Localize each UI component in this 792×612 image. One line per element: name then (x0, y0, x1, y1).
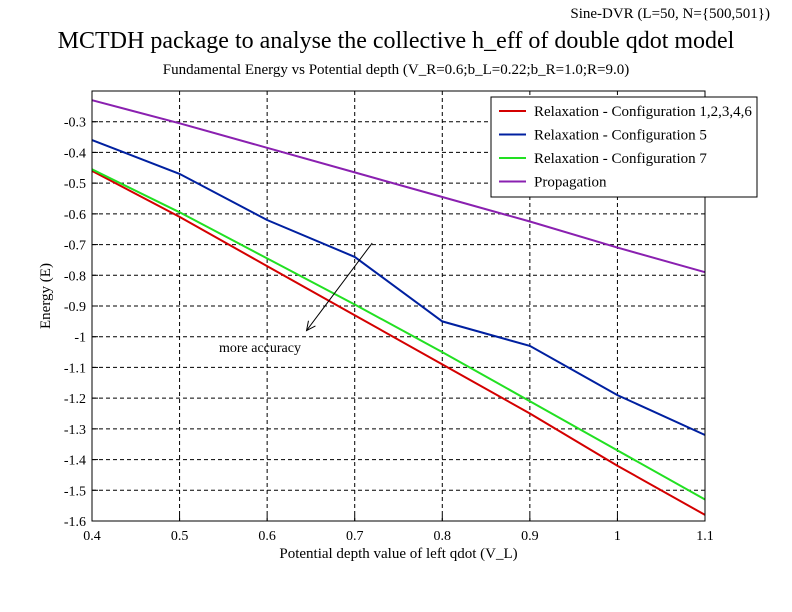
series-lines (91, 99, 706, 516)
chart-title: MCTDH package to analyse the collective … (57, 28, 735, 54)
x-tick-label: 0.8 (434, 529, 452, 544)
legend-label-relaxation-configuration-5: Relaxation - Configuration 5 (534, 128, 707, 144)
axes (91, 90, 706, 522)
y-tick-label: -0.4 (64, 146, 86, 161)
annotation-arrow-head (305, 320, 316, 332)
y-tick-label: -1.4 (64, 454, 86, 469)
y-tick-label: -0.8 (64, 269, 86, 284)
y-tick-label: -1.5 (64, 484, 86, 499)
x-tick-label: 1 (614, 529, 621, 544)
x-tick-label: 0.7 (346, 529, 364, 544)
series-line-relaxation-configuration-1-2-3-4-6 (91, 170, 706, 516)
y-tick-label: -0.7 (64, 239, 86, 254)
y-tick-label: -1.3 (64, 423, 86, 438)
legend-label-propagation: Propagation (534, 175, 607, 191)
x-tick-label: 0.9 (521, 529, 539, 544)
y-tick-label: -1.6 (64, 515, 86, 530)
x-tick-label: 1.1 (696, 529, 714, 544)
series-line-propagation (91, 99, 706, 274)
x-tick-label: 0.5 (171, 529, 189, 544)
y-tick-label: -1.2 (64, 392, 86, 407)
x-axis-title: Potential depth value of left qdot (V_L) (279, 546, 517, 562)
chart-subtitle: Fundamental Energy vs Potential depth (V… (162, 62, 630, 78)
annotation-arrow (306, 242, 373, 331)
legend: Relaxation - Configuration 1,2,3,4,6 Rela… (490, 96, 758, 198)
y-tick-label: -0.6 (64, 208, 86, 223)
series-line-relaxation-configuration-7 (91, 168, 706, 501)
legend-label-relaxation-configuration-7: Relaxation - Configuration 7 (534, 151, 707, 167)
y-tick-label: -0.3 (64, 116, 86, 131)
x-tick-label: 0.4 (83, 529, 101, 544)
legend-box (490, 96, 758, 198)
annotations: more accuracy (219, 242, 373, 356)
x-tick-label: 0.6 (258, 529, 276, 544)
y-axis-title: Energy (E) (38, 263, 54, 329)
x-tick-labels: 0.4 0.5 0.6 0.7 0.8 0.9 1 1.1 (83, 529, 714, 544)
series-line-relaxation-configuration-5 (91, 139, 706, 436)
annotation-more-accuracy: more accuracy (219, 341, 301, 356)
y-tick-label: -0.9 (64, 300, 86, 315)
y-tick-labels: -0.3 -0.4 -0.5 -0.6 -0.7 -0.8 -0.9 -1 -1.1 -1.2 -1… (64, 116, 86, 530)
y-tick-label: -1 (74, 331, 86, 346)
corner-note: Sine-DVR (L=50, N={500,501}) (570, 6, 770, 22)
y-tick-label: -1.1 (64, 361, 86, 376)
y-tick-label: -0.5 (64, 177, 86, 192)
legend-label-relaxation-configuration-1-2-3-4-6: Relaxation - Configuration 1,2,3,4,6 (534, 104, 752, 120)
